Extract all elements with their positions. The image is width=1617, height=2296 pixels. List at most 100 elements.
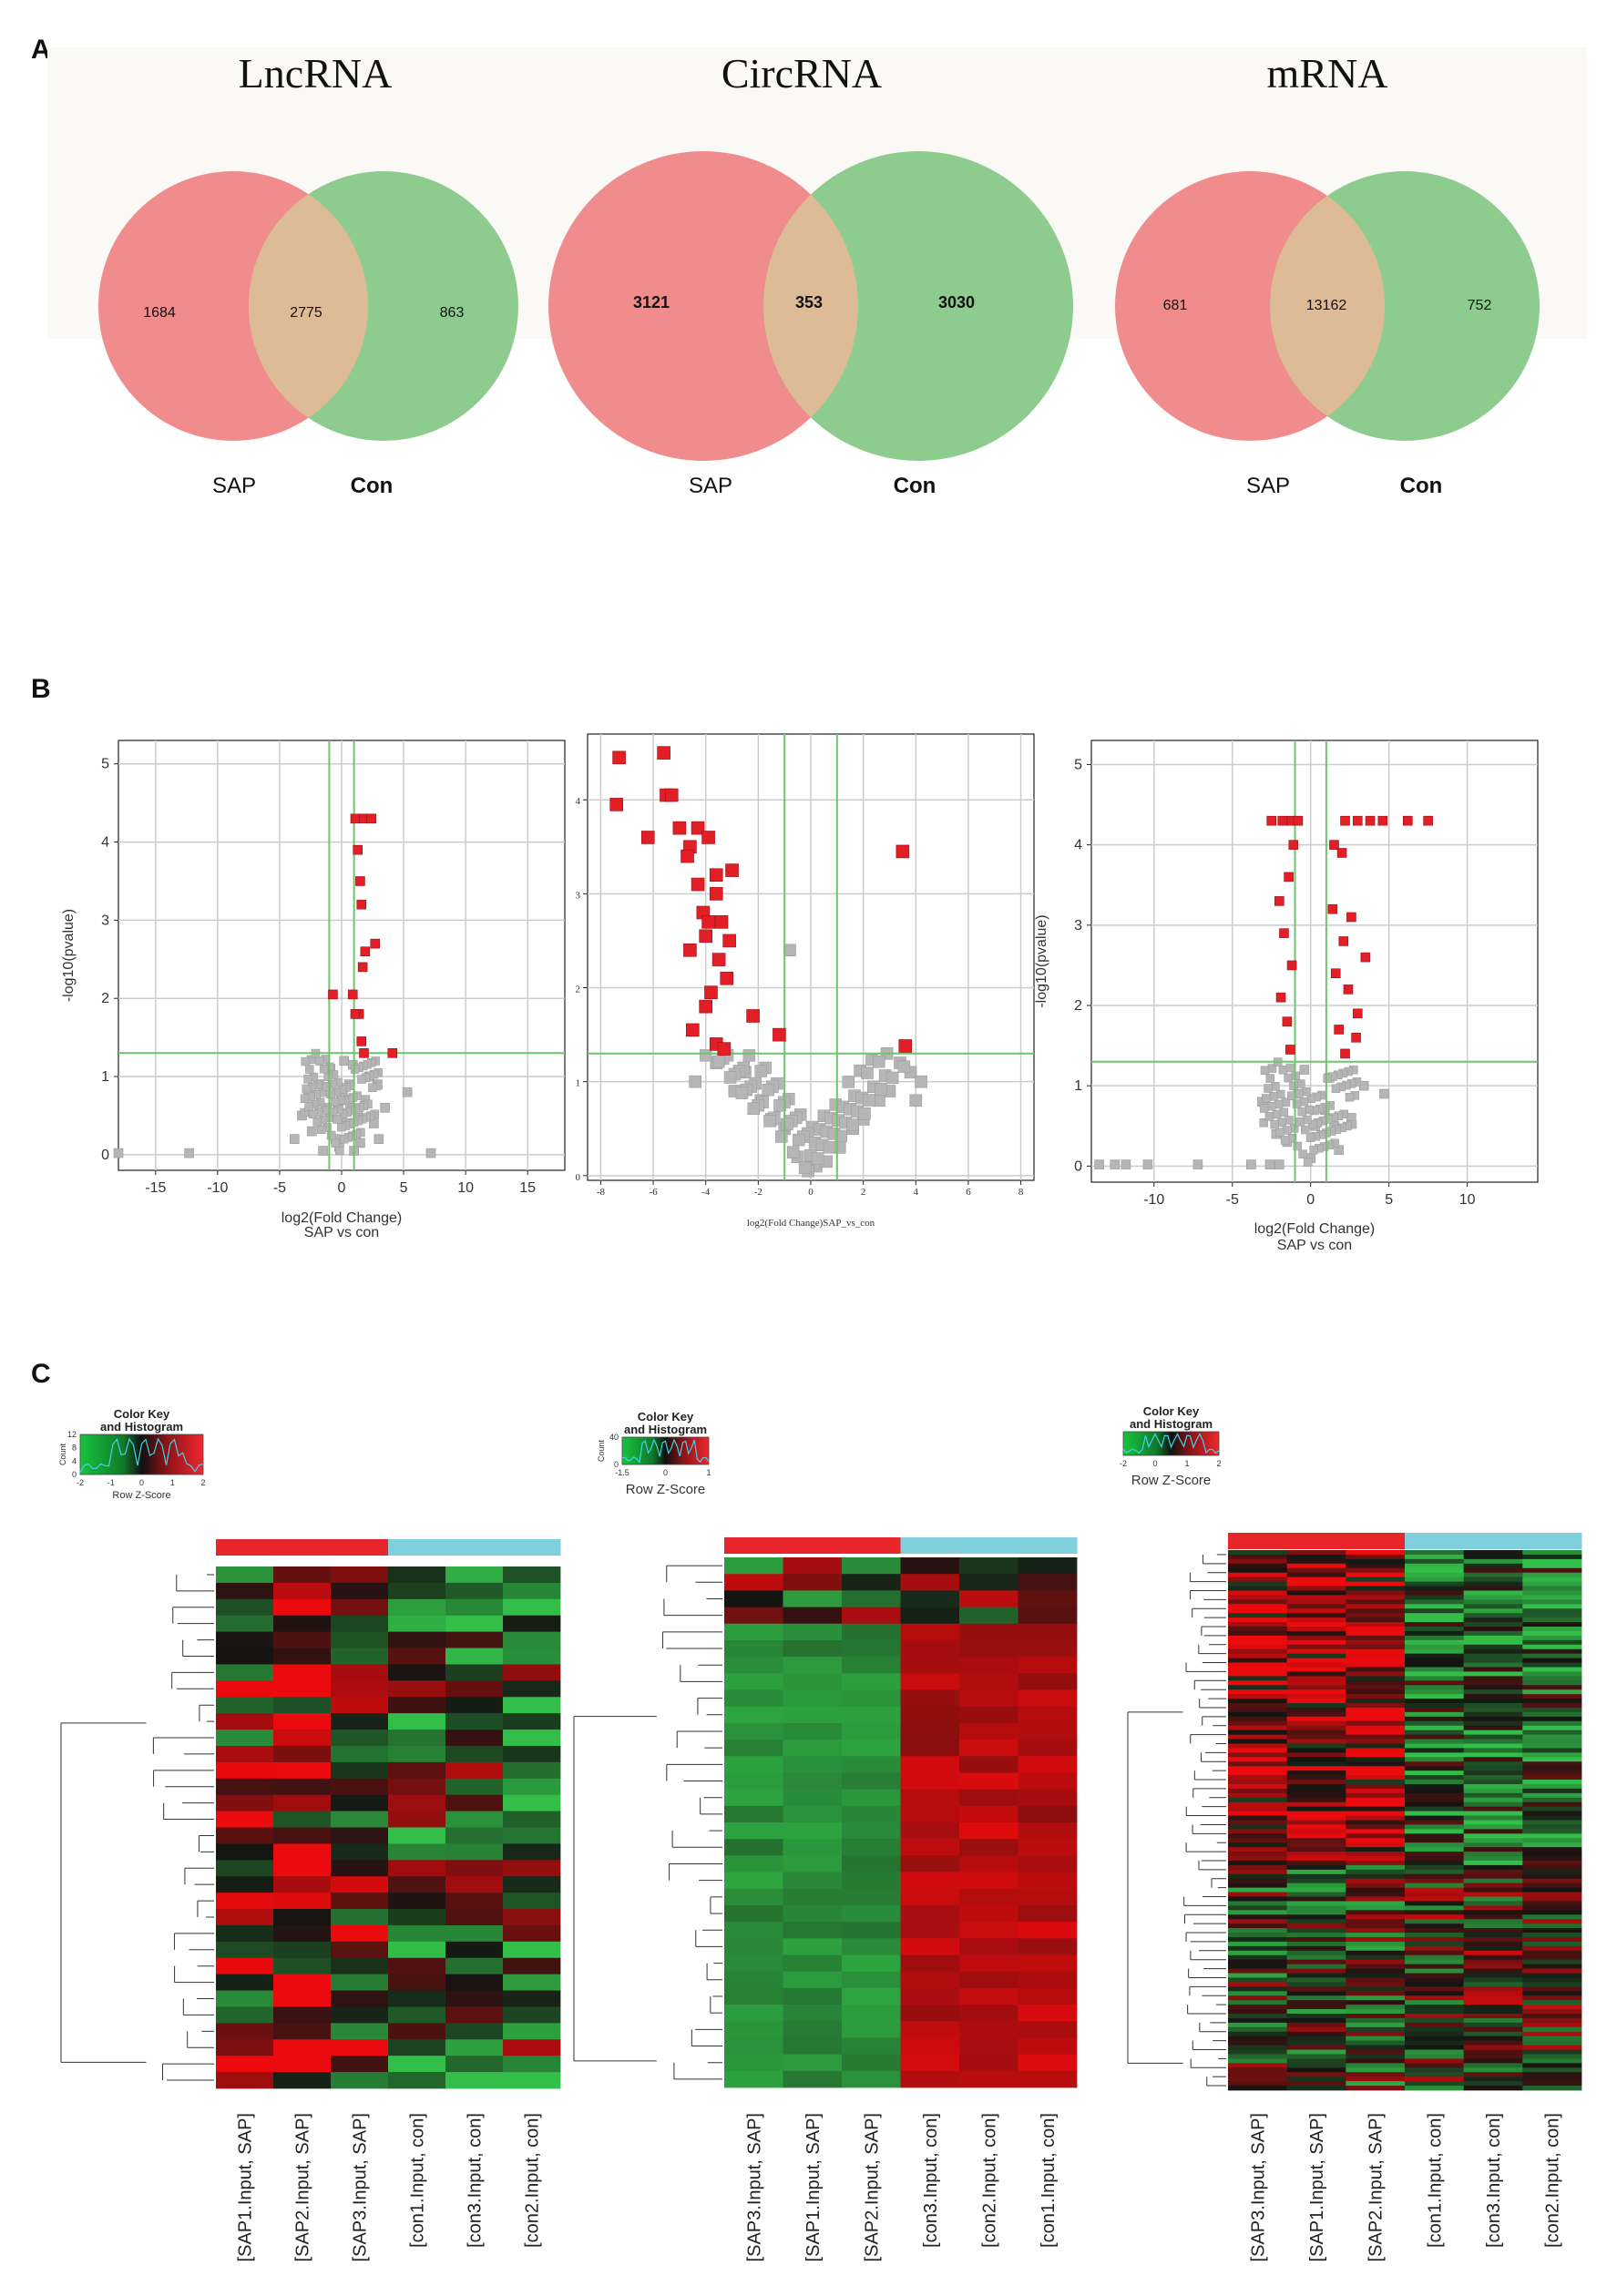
- heatmap-cell: [1286, 1720, 1346, 1727]
- heatmap-cell: [1463, 1801, 1523, 1808]
- venn-1: CircRNA 3121 353 3030 SAP Con: [548, 50, 1073, 498]
- heatmap-cell: [1463, 1775, 1523, 1781]
- heatmap-cell: [900, 1822, 960, 1840]
- heatmap-cell: [724, 1722, 783, 1740]
- heatmap-cell: [1463, 1730, 1523, 1736]
- color-key-histogram: [79, 1437, 204, 1473]
- x-axis-label: log2(Fold Change)SAP_vs_con: [747, 1218, 875, 1229]
- nonsig-point: [842, 1076, 855, 1088]
- venn-count-sap-only: 1684: [143, 305, 176, 321]
- significant-point: [704, 985, 718, 999]
- nonsig-point: [333, 1115, 343, 1124]
- heatmap-cell: [1018, 1789, 1078, 1807]
- heatmap-cell: [503, 1924, 561, 1943]
- significant-point: [350, 813, 361, 824]
- heatmap-cell: [1228, 1838, 1288, 1843]
- heatmap-cell: [1228, 1761, 1288, 1767]
- heatmap-cell: [900, 1607, 960, 1625]
- heatmap-cell: [1522, 1680, 1582, 1686]
- heatmap-cell: [1522, 1734, 1582, 1740]
- color-key-histogram: [1122, 1433, 1220, 1454]
- heatmap-cell: [273, 1631, 332, 1648]
- heatmap-cell: [1463, 1685, 1523, 1690]
- heatmap-cell: [724, 1590, 783, 1607]
- heatmap-cell: [1522, 1811, 1582, 1816]
- nonsig-point: [339, 1134, 349, 1144]
- heatmap-cell: [1228, 1608, 1288, 1614]
- heatmap-cell: [1346, 1968, 1406, 1974]
- heatmap-cell: [216, 1794, 274, 1811]
- heatmap-cell: [388, 1566, 446, 1584]
- heatmap-cell: [1346, 1982, 1406, 1987]
- heatmap-cell: [842, 1639, 901, 1658]
- heatmap-cell: [216, 1909, 274, 1926]
- heatmap-cell: [1286, 1689, 1346, 1695]
- volcano-plot-3: -10 -5 0 5 10 0 1 2 3 4 5 -log10(pvalue) log2(Fold C…: [1034, 740, 1539, 1253]
- nonsig-point: [368, 1083, 377, 1092]
- heatmap-cell: [783, 1805, 843, 1823]
- color-key-title: Color Key: [638, 1410, 694, 1424]
- heatmap-cell: [900, 1557, 960, 1575]
- significant-point: [683, 943, 697, 957]
- heatmap-cell: [1346, 2017, 1406, 2024]
- heatmap-cell: [783, 2070, 843, 2088]
- heatmap-cell: [1346, 2081, 1406, 2087]
- heatmap-cell: [1522, 1720, 1582, 1727]
- heatmap-cell: [1522, 1820, 1582, 1825]
- heatmap-cell: [1463, 1864, 1523, 1871]
- significant-point: [1327, 903, 1338, 914]
- heatmap-cell: [445, 1941, 504, 1959]
- heatmap-cell: [1228, 1648, 1288, 1655]
- heatmap-cell: [1463, 1613, 1523, 1618]
- heatmap-cell: [1018, 2054, 1078, 2072]
- heatmap-cell: [842, 1872, 901, 1890]
- column-label: [con2.Input, con]: [979, 2113, 999, 2248]
- color-key-subtitle: and Histogram: [1130, 1417, 1213, 1431]
- heatmap-cell: [1228, 1959, 1288, 1965]
- heatmap-cell: [1463, 1856, 1523, 1862]
- heatmap-cell: [783, 1839, 843, 1856]
- heatmap-cell: [1405, 1842, 1465, 1848]
- heatmap-cell: [1405, 1635, 1465, 1641]
- nonsig-point: [425, 1148, 436, 1158]
- nonsig-point: [1331, 1084, 1341, 1094]
- heatmap-cell: [1405, 1856, 1465, 1862]
- heatmap-cell: [783, 1689, 843, 1708]
- heatmap-cell: [1346, 1995, 1406, 2001]
- heatmap-cell: [273, 1598, 332, 1617]
- heatmap-cell: [1228, 1856, 1288, 1862]
- heatmap-cell: [1228, 1725, 1288, 1731]
- heatmap-cell: [1286, 1554, 1346, 1560]
- heatmap-cell: [1405, 1563, 1465, 1569]
- heatmap-cell: [1228, 2026, 1288, 2033]
- heatmap-cell: [445, 1924, 504, 1943]
- heatmap-cell: [1286, 2005, 1346, 2010]
- heatmap-cell: [1346, 1869, 1406, 1875]
- heatmap-cell: [1286, 1676, 1346, 1681]
- heatmap-cell: [1522, 2040, 1582, 2046]
- heatmap-cell: [1522, 1766, 1582, 1771]
- heatmap-cell: [1346, 1639, 1406, 1646]
- heatmap-cell: [503, 2039, 561, 2056]
- heatmap-cell: [273, 1876, 332, 1893]
- heatmap-cell: [216, 1631, 274, 1648]
- heatmap-cell: [1405, 2054, 1465, 2059]
- heatmap-cell: [1522, 1617, 1582, 1623]
- heatmap-cell: [1522, 1775, 1582, 1781]
- heatmap-cell: [1405, 1847, 1465, 1852]
- heatmap-cell: [1018, 2070, 1078, 2088]
- heatmap-cell: [445, 1778, 504, 1796]
- group-color-bar-cell: [1522, 1533, 1582, 1549]
- venn-title: CircRNA: [722, 50, 882, 97]
- heatmap-cell: [1286, 2000, 1346, 2005]
- heatmap-cell: [1286, 1757, 1346, 1762]
- heatmap-cell: [1286, 1685, 1346, 1690]
- significant-point: [691, 821, 705, 835]
- heatmap-cell: [783, 1557, 843, 1575]
- heatmap-cell: [1228, 1964, 1288, 1969]
- heatmap-cell: [1018, 2037, 1078, 2056]
- heatmap-cell: [1522, 1604, 1582, 1609]
- heatmap-cell: [1405, 1639, 1465, 1646]
- heatmap-cell: [1346, 2036, 1406, 2042]
- group-color-bar-cell: [959, 1537, 1018, 1554]
